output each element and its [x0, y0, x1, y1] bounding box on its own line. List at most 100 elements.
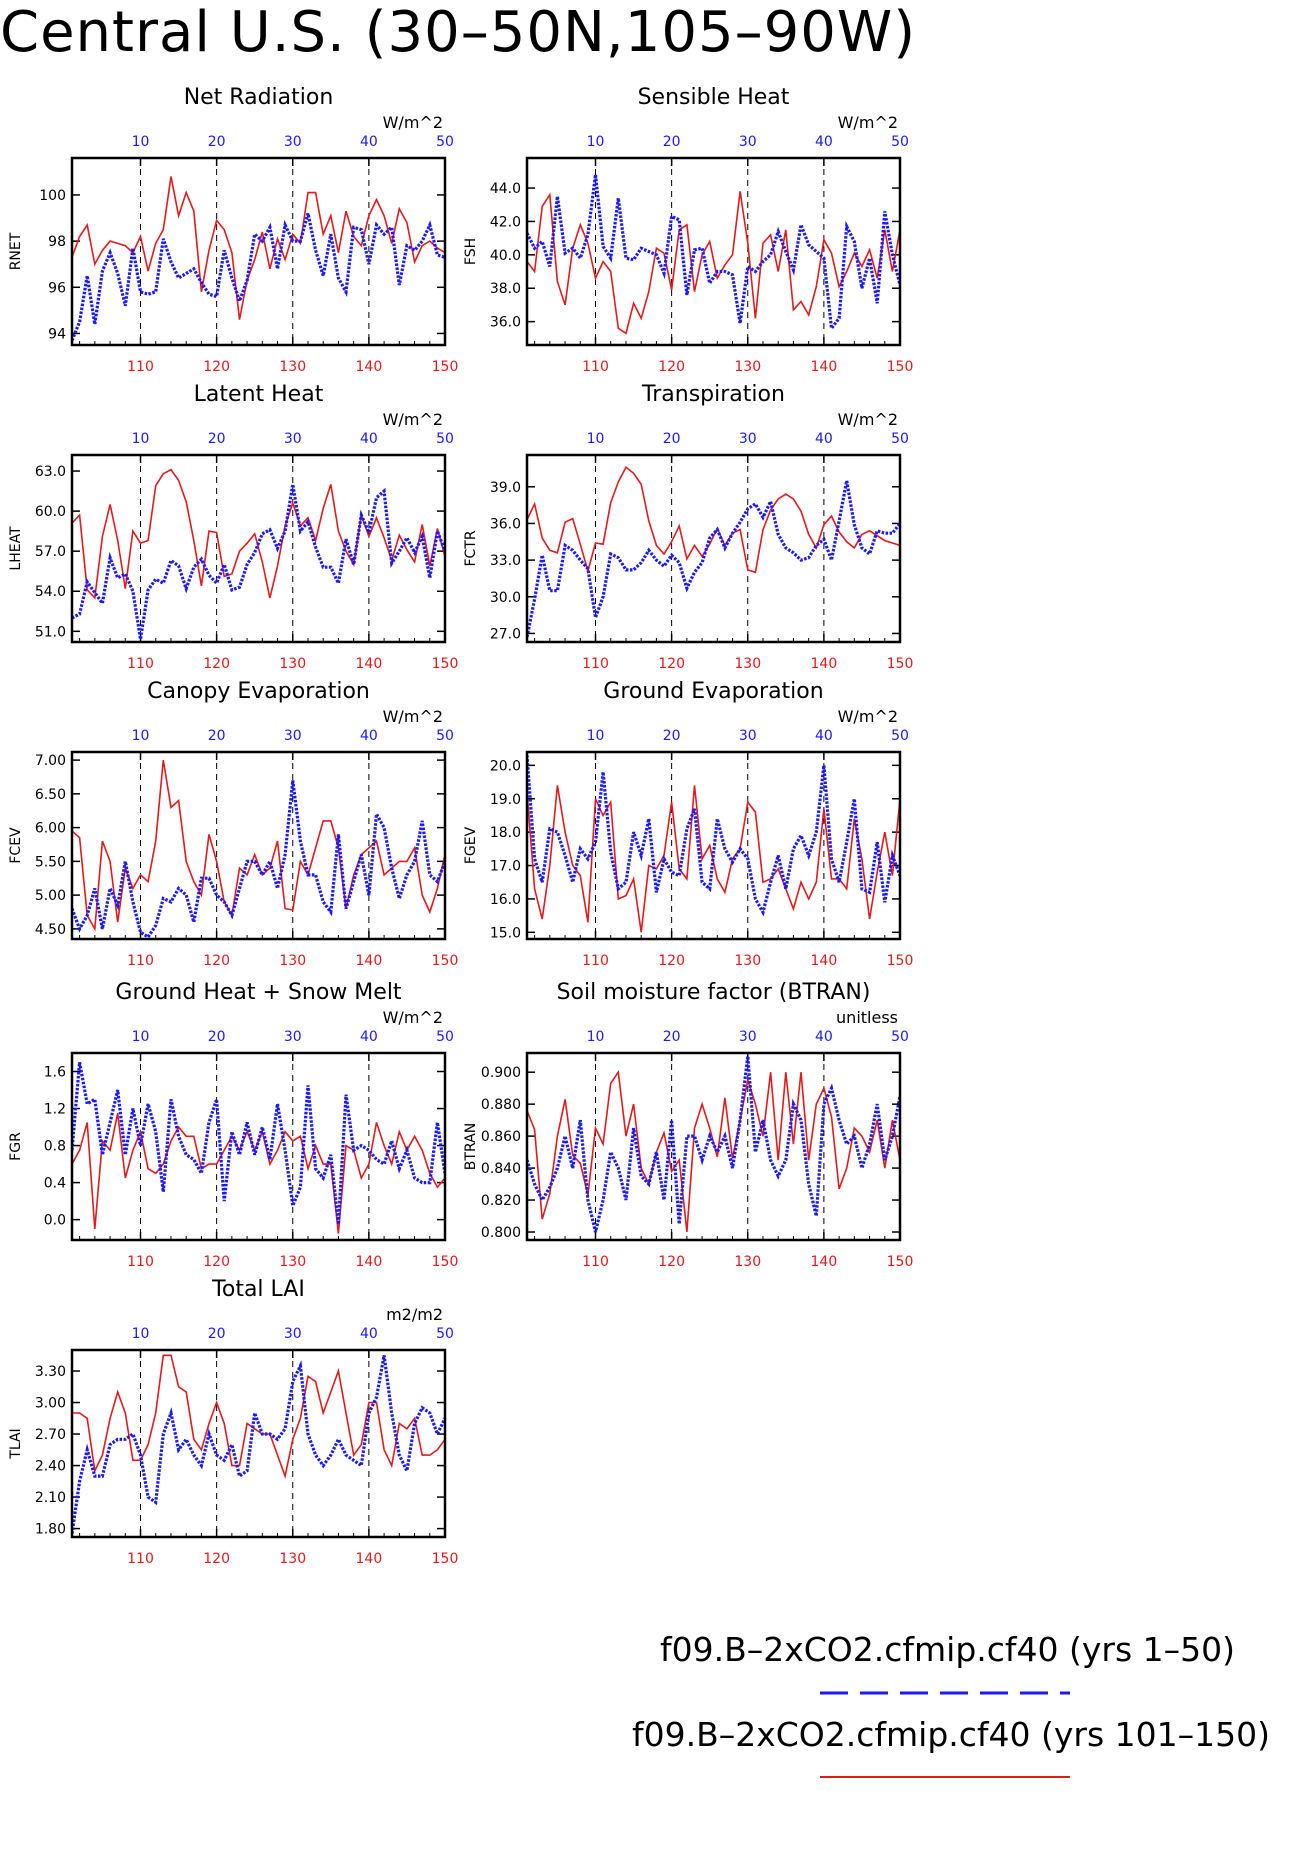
legend-label-blue: f09.B–2xCO2.cfmip.cf40 (yrs 1–50)	[660, 1630, 1236, 1669]
bottom-tick-label: 120	[203, 1254, 230, 1270]
top-tick-label: 20	[663, 134, 681, 150]
bottom-tick-label: 130	[734, 359, 761, 375]
y-tick-label: 3.00	[35, 1396, 66, 1412]
panel-tlai: Total LAI m2/m2 TLAI 10 20 30 40 50 110 120 130 140…	[8, 1277, 458, 1567]
y-tick-label: 18.0	[490, 825, 521, 841]
series-line-blue	[72, 484, 445, 640]
y-tick-label: 7.00	[35, 753, 66, 769]
y-tick-label: 27.0	[490, 626, 521, 642]
series-line-red	[527, 785, 900, 933]
top-tick-label: 10	[132, 1326, 150, 1342]
top-tick-label: 20	[663, 1029, 681, 1045]
series-line-red	[72, 468, 445, 600]
panel-fctr: Transpiration W/m^2 FCTR 10 20 30 40 50 110 120 13…	[463, 382, 913, 672]
bottom-tick-label: 130	[279, 1254, 306, 1270]
y-tick-label: 33.0	[490, 553, 521, 569]
bottom-tick-label: 110	[127, 1551, 154, 1567]
y-tick-label: 36.0	[490, 516, 521, 532]
top-tick-label: 40	[360, 1029, 378, 1045]
y-tick-label: 94	[48, 326, 66, 342]
top-tick-label: 50	[891, 728, 909, 744]
bottom-tick-label: 130	[279, 953, 306, 969]
top-tick-label: 40	[815, 1029, 833, 1045]
y-axis-label: BTRAN	[463, 1123, 479, 1170]
y-tick-label: 40.0	[490, 248, 521, 264]
series-line-blue	[72, 212, 445, 342]
bottom-tick-label: 110	[582, 656, 609, 672]
y-tick-label: 0.4	[44, 1176, 66, 1192]
top-tick-label: 20	[663, 728, 681, 744]
top-tick-label: 20	[208, 134, 226, 150]
units-label: W/m^2	[838, 113, 898, 132]
bottom-tick-label: 120	[203, 359, 230, 375]
bottom-tick-label: 150	[887, 953, 914, 969]
bottom-tick-label: 130	[279, 359, 306, 375]
y-tick-label: 4.50	[35, 922, 66, 938]
y-axis-label: FCEV	[8, 827, 24, 864]
y-tick-label: 63.0	[35, 464, 66, 480]
panel-fsh: Sensible Heat W/m^2 FSH 10 20 30 40 50 110 120 130…	[463, 85, 913, 375]
y-tick-label: 60.0	[35, 504, 66, 520]
top-tick-label: 50	[436, 728, 454, 744]
top-tick-label: 10	[587, 431, 605, 447]
top-tick-label: 10	[587, 134, 605, 150]
y-tick-label: 2.40	[35, 1459, 66, 1475]
panel-title: Latent Heat	[194, 382, 324, 407]
top-tick-label: 50	[436, 134, 454, 150]
series-line-red	[527, 465, 900, 575]
top-tick-label: 30	[284, 134, 302, 150]
bottom-tick-label: 130	[734, 1254, 761, 1270]
y-tick-label: 0.8	[44, 1139, 66, 1155]
y-tick-label: 0.860	[481, 1129, 521, 1145]
y-tick-label: 54.0	[35, 584, 66, 600]
plot-frame	[525, 156, 902, 347]
y-tick-label: 39.0	[490, 480, 521, 496]
bottom-tick-label: 150	[432, 1254, 459, 1270]
series-line-blue	[72, 1355, 445, 1535]
y-tick-label: 20.0	[490, 758, 521, 774]
top-tick-label: 40	[815, 728, 833, 744]
bottom-tick-label: 120	[658, 656, 685, 672]
y-tick-label: 0.820	[481, 1193, 521, 1209]
y-tick-label: 30.0	[490, 590, 521, 606]
y-tick-label: 38.0	[490, 281, 521, 297]
top-tick-label: 30	[739, 431, 757, 447]
series-line-blue	[527, 174, 900, 333]
plot-frame	[70, 1051, 447, 1242]
bottom-tick-label: 110	[582, 953, 609, 969]
y-axis-label: TLAI	[8, 1428, 24, 1459]
bottom-tick-label: 120	[658, 953, 685, 969]
top-tick-label: 20	[208, 728, 226, 744]
page-title: Central U.S. (30–50N,105–90W)	[0, 0, 917, 65]
top-tick-label: 20	[208, 431, 226, 447]
top-tick-label: 20	[208, 1326, 226, 1342]
series-line-red	[72, 1354, 445, 1480]
panel-title: Canopy Evaporation	[147, 679, 370, 704]
y-tick-label: 5.00	[35, 888, 66, 904]
top-tick-label: 20	[208, 1029, 226, 1045]
y-tick-label: 19.0	[490, 792, 521, 808]
top-tick-label: 10	[132, 728, 150, 744]
y-tick-label: 44.0	[490, 181, 521, 197]
panel-title: Ground Evaporation	[603, 679, 823, 704]
units-label: W/m^2	[383, 113, 443, 132]
series-line-red	[72, 1113, 445, 1234]
bottom-tick-label: 150	[887, 359, 914, 375]
y-tick-label: 98	[48, 234, 66, 250]
top-tick-label: 30	[284, 1326, 302, 1342]
y-tick-label: 0.840	[481, 1161, 521, 1177]
bottom-tick-label: 140	[356, 656, 383, 672]
y-tick-label: 1.2	[44, 1102, 66, 1118]
bottom-tick-label: 120	[658, 359, 685, 375]
plot-frame	[525, 453, 902, 644]
top-tick-label: 10	[587, 728, 605, 744]
bottom-tick-label: 140	[811, 359, 838, 375]
y-axis-label: RNET	[8, 232, 24, 270]
top-tick-label: 20	[663, 431, 681, 447]
top-tick-label: 30	[284, 728, 302, 744]
legend-label-red: f09.B–2xCO2.cfmip.cf40 (yrs 101–150)	[632, 1715, 1271, 1754]
legend-line-red	[820, 1776, 1070, 1778]
top-tick-label: 50	[891, 134, 909, 150]
top-tick-label: 40	[360, 431, 378, 447]
